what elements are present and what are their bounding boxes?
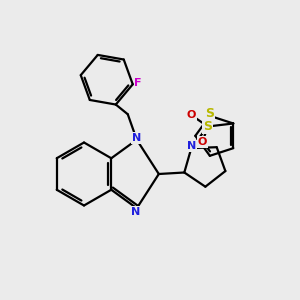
Text: S: S bbox=[205, 107, 214, 120]
Text: N: N bbox=[132, 133, 141, 143]
Text: S: S bbox=[203, 120, 212, 133]
Text: F: F bbox=[134, 78, 142, 88]
Text: N: N bbox=[130, 207, 140, 217]
Text: O: O bbox=[187, 110, 196, 120]
Text: N: N bbox=[187, 141, 196, 151]
Text: O: O bbox=[198, 137, 207, 147]
